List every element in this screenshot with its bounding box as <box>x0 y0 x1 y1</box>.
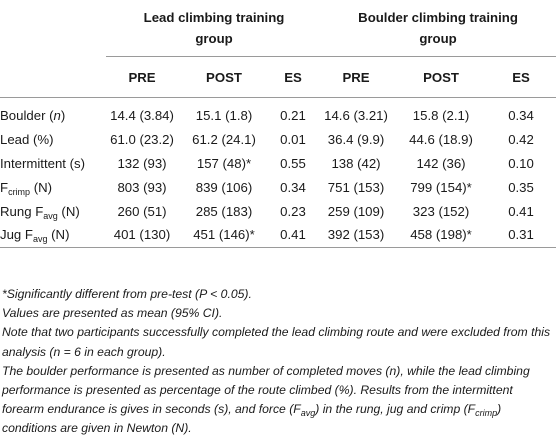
table-cell: 61.0 (23.2) <box>110 132 174 148</box>
table-cell: 451 (146)* <box>178 222 270 248</box>
table-cell: 803 (93) <box>117 179 167 195</box>
table-cell: 751 (153) <box>327 179 385 195</box>
table-cell: 15.1 (1.8) <box>195 108 253 124</box>
results-table: Lead climbing training group Boulder cli… <box>0 0 556 248</box>
table-cell: 0.10 <box>508 155 534 171</box>
group-header-row: Lead climbing training group Boulder cli… <box>0 0 556 57</box>
row-label: Rung Favg (N) <box>0 203 80 221</box>
row-label: Lead (%) <box>0 132 54 148</box>
table-cell: 0.31 <box>486 222 556 248</box>
table-row: Fcrimp (N) 803 (93) 839 (106) 0.34 751 (153)… <box>0 175 556 199</box>
group-header-lead: Lead climbing training group <box>106 0 317 57</box>
table-cell: 0.35 <box>508 179 534 195</box>
col-header-boulder-pre: PRE <box>316 56 397 98</box>
corner-cell <box>0 0 106 57</box>
table-cell: 36.4 (9.9) <box>327 132 385 148</box>
footnote-units: The boulder performance is presented as … <box>2 363 530 436</box>
table-cell: 0.55 <box>280 155 306 171</box>
table-cell: 44.6 (18.9) <box>409 132 473 148</box>
table-cell: 132 (93) <box>117 155 167 171</box>
table-cell: 839 (106) <box>195 179 253 195</box>
row-label: Boulder (n) <box>0 108 66 124</box>
corner-cell-2 <box>0 56 106 98</box>
table-row: Boulder (n) 14.4 (3.84) 15.1 (1.8) 0.21 14.6… <box>0 98 556 128</box>
table-cell: 0.21 <box>280 108 306 124</box>
col-header-lead-pre: PRE <box>106 56 178 98</box>
footnote-values: Values are presented as mean (95% CI). <box>2 306 223 321</box>
table-cell: 14.4 (3.84) <box>110 108 174 124</box>
table-cell: 0.34 <box>280 179 306 195</box>
table-cell: 0.34 <box>508 108 534 124</box>
footnote-significance: *Significantly different from pre-test (… <box>2 287 252 301</box>
table-cell: 260 (51) <box>117 203 167 219</box>
row-label: Intermittent (s) <box>0 155 86 171</box>
table-footnotes: *Significantly different from pre-test (… <box>2 285 554 439</box>
table-cell: 61.2 (24.1) <box>192 132 256 148</box>
table-cell: 285 (183) <box>195 203 253 219</box>
table-cell: 15.8 (2.1) <box>412 108 470 124</box>
table-cell: 401 (130) <box>106 222 178 248</box>
table-row: Lead (%) 61.0 (23.2) 61.2 (24.1) 0.01 36.4 (… <box>0 128 556 152</box>
col-header-boulder-es: ES <box>486 56 556 98</box>
table-row: Rung Favg (N) 260 (51) 285 (183) 0.23 259 (1… <box>0 199 556 223</box>
table-cell: 323 (152) <box>412 203 470 219</box>
table-cell: 458 (198)* <box>396 222 487 248</box>
table-cell: 259 (109) <box>327 203 385 219</box>
row-label: Jug Favg (N) <box>0 222 106 248</box>
table-cell: 0.41 <box>270 222 317 248</box>
col-header-lead-post: POST <box>178 56 270 98</box>
table-cell: 157 (48)* <box>196 155 252 171</box>
table-cell: 138 (42) <box>331 155 381 171</box>
table-cell: 14.6 (3.21) <box>324 108 388 124</box>
table-row: Intermittent (s) 132 (93) 157 (48)* 0.55 138… <box>0 152 556 176</box>
table-cell: 0.01 <box>280 132 306 148</box>
table-cell: 0.41 <box>508 203 534 219</box>
table-cell: 142 (36) <box>416 155 466 171</box>
group-header-boulder: Boulder climbing training group <box>316 0 556 57</box>
col-header-lead-es: ES <box>270 56 317 98</box>
col-header-boulder-post: POST <box>396 56 487 98</box>
table-cell: 799 (154)* <box>410 179 472 195</box>
table-cell: 0.42 <box>508 132 534 148</box>
table-row: Jug Favg (N) 401 (130) 451 (146)* 0.41 392 (… <box>0 222 556 248</box>
table-cell: 392 (153) <box>316 222 397 248</box>
sub-header-row: PRE POST ES PRE POST ES <box>0 56 556 98</box>
table-cell: 0.23 <box>280 203 306 219</box>
row-label: Fcrimp (N) <box>0 179 53 197</box>
footnote-excluded: Note that two participants successfully … <box>2 325 551 359</box>
